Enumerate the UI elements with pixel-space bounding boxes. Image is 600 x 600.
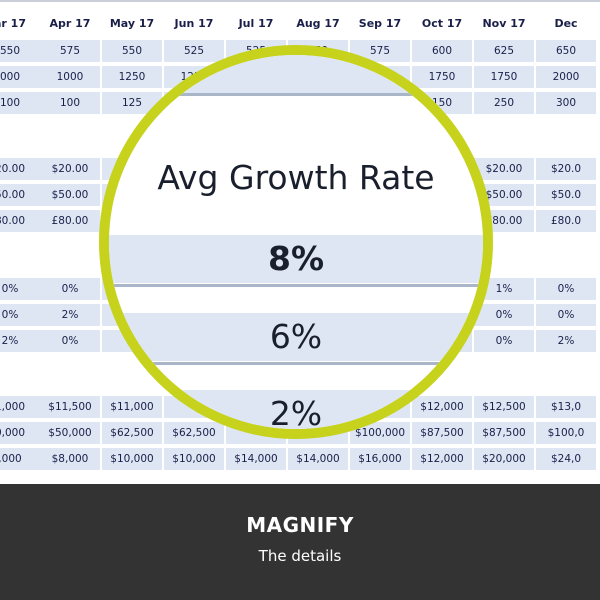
table-cell[interactable]: $12,000	[412, 448, 472, 470]
table-cell[interactable]: 0%	[474, 304, 534, 326]
lens-top-row	[109, 55, 483, 93]
table-cell[interactable]: $8,000	[40, 448, 100, 470]
table-cell[interactable]: 2%	[536, 330, 596, 352]
table-cell[interactable]: $50.0	[536, 184, 596, 206]
column-header: ar 17	[0, 17, 26, 30]
table-cell[interactable]: 2%	[0, 330, 40, 352]
caption-subtitle: The details	[258, 547, 342, 565]
table-cell[interactable]: $50,000	[40, 422, 100, 444]
table-cell[interactable]: 0%	[40, 330, 100, 352]
table-cell[interactable]: 80.00	[0, 210, 40, 232]
table-cell[interactable]: $13,0	[536, 396, 596, 418]
table-cell[interactable]: 575	[40, 40, 100, 62]
table-cell[interactable]: $50.00	[474, 184, 534, 206]
table-cell[interactable]: $12,500	[474, 396, 534, 418]
table-cell[interactable]: $10,000	[164, 448, 224, 470]
table-cell[interactable]: 250	[474, 92, 534, 114]
column-header: Jul 17	[238, 17, 274, 30]
table-cell[interactable]: $11,500	[40, 396, 100, 418]
table-cell[interactable]: 0%	[0, 278, 40, 300]
table-cell[interactable]: 650	[536, 40, 596, 62]
table-cell[interactable]: 0%	[536, 304, 596, 326]
table-cell[interactable]: 20.00	[0, 158, 40, 180]
table-cell[interactable]: 000	[0, 66, 40, 88]
column-header: May 17	[109, 17, 155, 30]
table-cell[interactable]: 2%	[40, 304, 100, 326]
column-header: Jun 17	[174, 17, 214, 30]
table-cell[interactable]: 100	[40, 92, 100, 114]
lens-row-band	[109, 235, 483, 283]
table-cell[interactable]: 2000	[536, 66, 596, 88]
table-cell[interactable]: $100,0	[536, 422, 596, 444]
growth-rate-value: 8%	[267, 239, 325, 278]
table-cell[interactable]: ,000	[0, 448, 40, 470]
lens-row-band	[109, 313, 483, 361]
table-cell[interactable]: 100	[0, 92, 40, 114]
avg-growth-rate-heading: Avg Growth Rate	[157, 158, 435, 197]
table-cell[interactable]: $50.00	[40, 184, 100, 206]
table-cell[interactable]: 550	[0, 40, 40, 62]
table-cell[interactable]: 1750	[474, 66, 534, 88]
table-cell[interactable]: $14,000	[226, 448, 286, 470]
caption-title: MAGNIFY	[246, 513, 354, 537]
caption-banner: MAGNIFY The details	[0, 484, 600, 600]
table-cell[interactable]: $20.00	[40, 158, 100, 180]
column-header: Dec	[554, 17, 578, 30]
table-cell[interactable]: $20.00	[474, 158, 534, 180]
table-cell[interactable]: 0,000	[0, 422, 40, 444]
column-header: Nov 17	[482, 17, 526, 30]
table-cell[interactable]: $20,000	[474, 448, 534, 470]
table-cell[interactable]: 0%	[0, 304, 40, 326]
growth-rate-value: 2%	[269, 394, 323, 433]
lens-row-band	[109, 390, 483, 429]
table-cell[interactable]: $24,0	[536, 448, 596, 470]
lens-separator	[109, 93, 483, 96]
table-cell[interactable]: $87,500	[474, 422, 534, 444]
table-cell[interactable]: 1,000	[0, 396, 40, 418]
column-header: Apr 17	[49, 17, 91, 30]
table-cell[interactable]: 0%	[536, 278, 596, 300]
table-cell[interactable]: 0%	[474, 330, 534, 352]
table-cell[interactable]: 125	[102, 92, 162, 114]
column-header: Oct 17	[421, 17, 463, 30]
table-cell[interactable]: 1000	[40, 66, 100, 88]
table-cell[interactable]: 1%	[474, 278, 534, 300]
table-cell[interactable]: £80.0	[536, 210, 596, 232]
table-cell[interactable]: 50.00	[0, 184, 40, 206]
growth-rate-value: 6%	[269, 317, 323, 356]
magnifier-lens: Avg Growth Rate 8% 6% 2%	[99, 45, 493, 439]
table-cell[interactable]: 0%	[40, 278, 100, 300]
table-cell[interactable]: $20.0	[536, 158, 596, 180]
sheet-top-border	[0, 0, 600, 2]
table-cell[interactable]: £80.00	[40, 210, 100, 232]
table-cell[interactable]: 625	[474, 40, 534, 62]
column-header: Sep 17	[358, 17, 402, 30]
table-cell[interactable]: $10,000	[102, 448, 162, 470]
lens-separator	[109, 284, 483, 287]
lens-separator	[109, 362, 483, 365]
table-cell[interactable]: 300	[536, 92, 596, 114]
table-cell[interactable]: $16,000	[350, 448, 410, 470]
column-header: Aug 17	[296, 17, 340, 30]
table-cell[interactable]: $14,000	[288, 448, 348, 470]
